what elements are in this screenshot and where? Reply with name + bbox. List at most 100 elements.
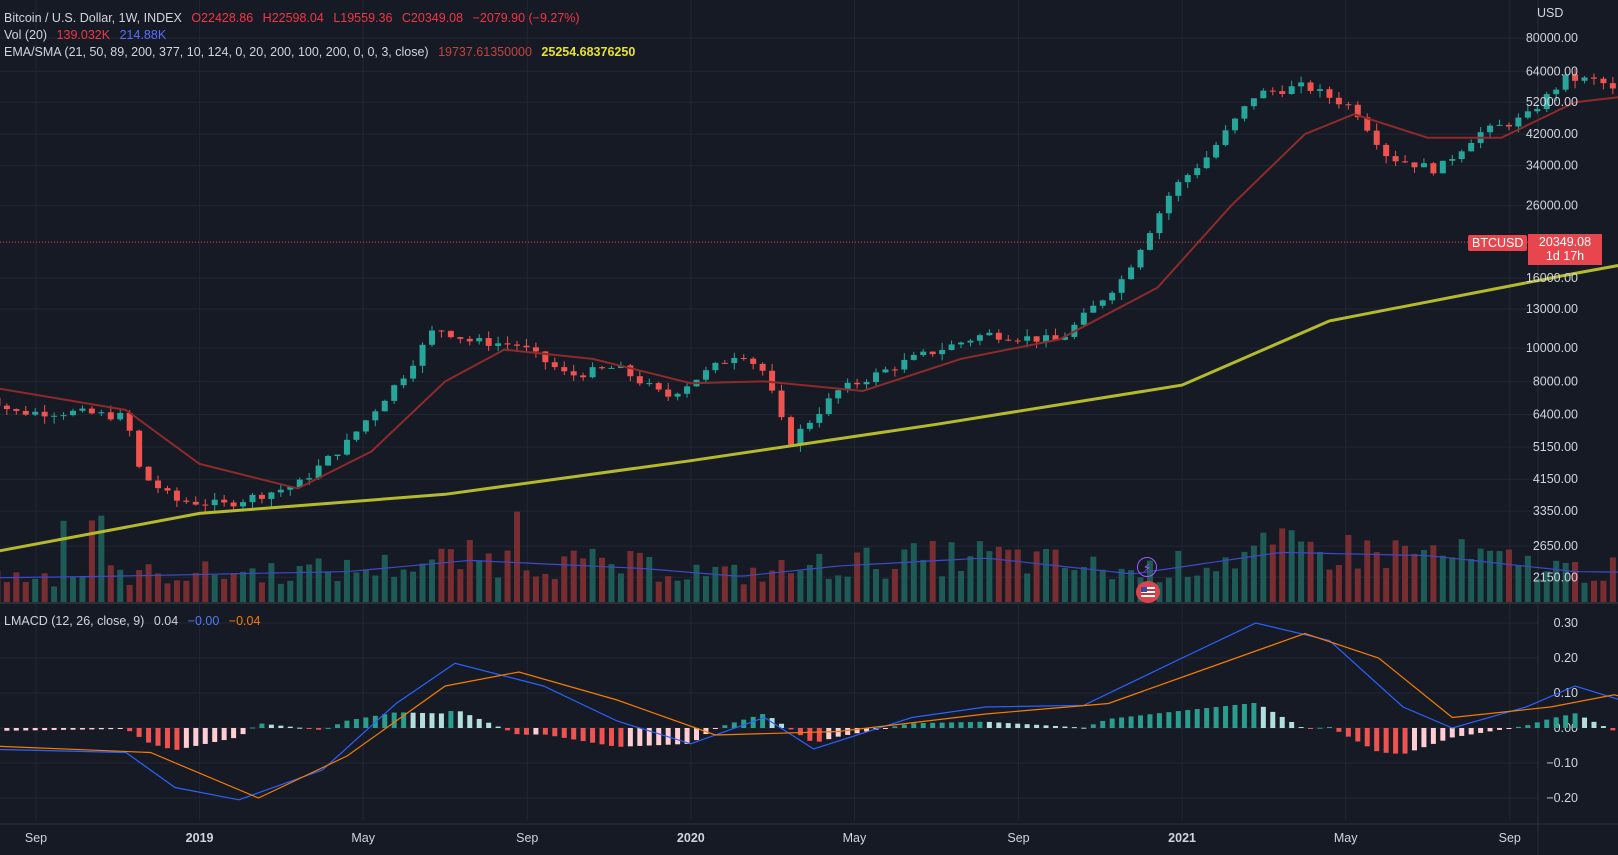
macd-hist-bar — [1156, 713, 1162, 728]
volume-bar — [806, 564, 813, 602]
macd-hist-bar — [353, 719, 359, 728]
candle-body — [447, 330, 454, 338]
macd-hist-bar — [1591, 721, 1597, 728]
candle-body — [1099, 300, 1106, 306]
volume-bar — [1231, 568, 1238, 602]
candle-body — [1496, 124, 1503, 126]
volume-legend: Vol (20) 139.032K 214.88K — [4, 27, 172, 43]
volume-bar — [249, 568, 256, 602]
volume-bar — [1298, 541, 1305, 602]
macd-hist-bar — [675, 728, 681, 745]
macd-hist-bar — [967, 722, 973, 728]
macd-hist-bar — [1544, 719, 1550, 728]
macd-hist-value: 0.04 — [153, 614, 179, 628]
macd-hist-bar — [79, 728, 85, 730]
volume-bar — [976, 541, 983, 602]
volume-bar — [863, 547, 870, 602]
macd-hist-bar — [1251, 703, 1257, 728]
macd-hist-bar — [401, 712, 407, 728]
candle-body — [872, 372, 879, 383]
candle-body — [797, 428, 804, 445]
volume-bar — [1383, 567, 1390, 602]
macd-hist-bar — [627, 728, 633, 747]
legend-high: H22598.04 — [262, 11, 324, 25]
volume-bar — [1345, 534, 1352, 602]
axis-unit-label: USD — [1537, 6, 1563, 20]
macd-hist-bar — [637, 728, 643, 746]
volume-ma-value: 214.88K — [119, 28, 167, 42]
candle-body — [580, 375, 587, 378]
macd-hist-bar — [1430, 728, 1436, 744]
volume-bar — [3, 582, 10, 602]
volume-bar — [107, 565, 114, 602]
macd-hist-bar — [608, 728, 614, 746]
macd-hist-bar — [1204, 708, 1210, 728]
volume-bar — [1505, 549, 1512, 602]
macd-hist-bar — [930, 722, 936, 728]
candle-body — [221, 499, 228, 503]
volume-bar — [1458, 539, 1465, 602]
candle-body — [967, 340, 974, 343]
volume-bar — [372, 575, 379, 602]
candle-body — [665, 389, 672, 397]
candle-body — [1118, 279, 1125, 293]
macd-hist-bar — [571, 728, 577, 740]
volume-bar — [353, 572, 360, 602]
macd-legend: LMACD (12, 26, close, 9) 0.04 −0.00 −0.0… — [4, 614, 266, 628]
volume-bar — [1269, 544, 1276, 602]
macd-hist-bar — [1024, 724, 1030, 728]
macd-hist-bar — [835, 728, 841, 737]
candle-body — [920, 351, 927, 356]
candle-body — [608, 367, 615, 369]
macd-hist-bar — [1572, 713, 1578, 728]
macd-histogram — [4, 703, 1616, 754]
candle-body — [1458, 151, 1465, 160]
candle-body — [806, 422, 813, 429]
macd-hist-bar — [864, 728, 870, 732]
candle-body — [1392, 156, 1399, 162]
candle-body — [1468, 142, 1475, 152]
volume-bar — [1005, 549, 1012, 602]
candle-body — [306, 478, 313, 480]
macd-hist-bar — [287, 726, 293, 728]
volume-bar — [797, 570, 804, 602]
macd-hist-bar — [788, 728, 794, 730]
candle-body — [769, 370, 776, 391]
candle-body — [976, 335, 983, 341]
macd-hist-bar — [344, 720, 350, 728]
lightning-icon[interactable]: ⚡ — [1137, 557, 1157, 577]
macd-hist-bar — [1052, 725, 1058, 728]
price-tick-label: 16000.00 — [1526, 271, 1578, 285]
macd-hist-bar — [212, 728, 218, 743]
candle-body — [740, 358, 747, 360]
volume-bar — [712, 566, 719, 602]
candle-body — [107, 412, 114, 420]
macd-hist-bar — [882, 728, 888, 729]
candle-body — [1411, 162, 1418, 168]
macd-hist-bar — [391, 712, 397, 728]
candle-body — [476, 338, 483, 342]
candle-body — [995, 332, 1002, 340]
volume-bar — [740, 584, 747, 602]
volume-bar — [268, 563, 275, 602]
candle-body — [816, 413, 823, 423]
volume-bar — [1335, 565, 1342, 602]
volume-bar — [1581, 582, 1588, 602]
volume-bar — [192, 572, 199, 602]
volume-bar — [240, 571, 247, 602]
candle-body — [1326, 89, 1333, 98]
candle-body — [929, 351, 936, 355]
us-flag-icon[interactable] — [1136, 581, 1160, 603]
volume-bar — [523, 570, 530, 602]
macd-hist-bar — [42, 728, 48, 731]
candle-body — [495, 343, 502, 346]
volume-bar — [882, 578, 889, 602]
candle-body — [60, 415, 67, 417]
candle-body — [721, 362, 728, 364]
candle-body — [1222, 130, 1229, 145]
volume-bar — [920, 559, 927, 602]
macd-hist-bar — [164, 728, 170, 749]
legend-close: C20349.08 — [401, 11, 464, 25]
volume-bar — [1175, 550, 1182, 602]
